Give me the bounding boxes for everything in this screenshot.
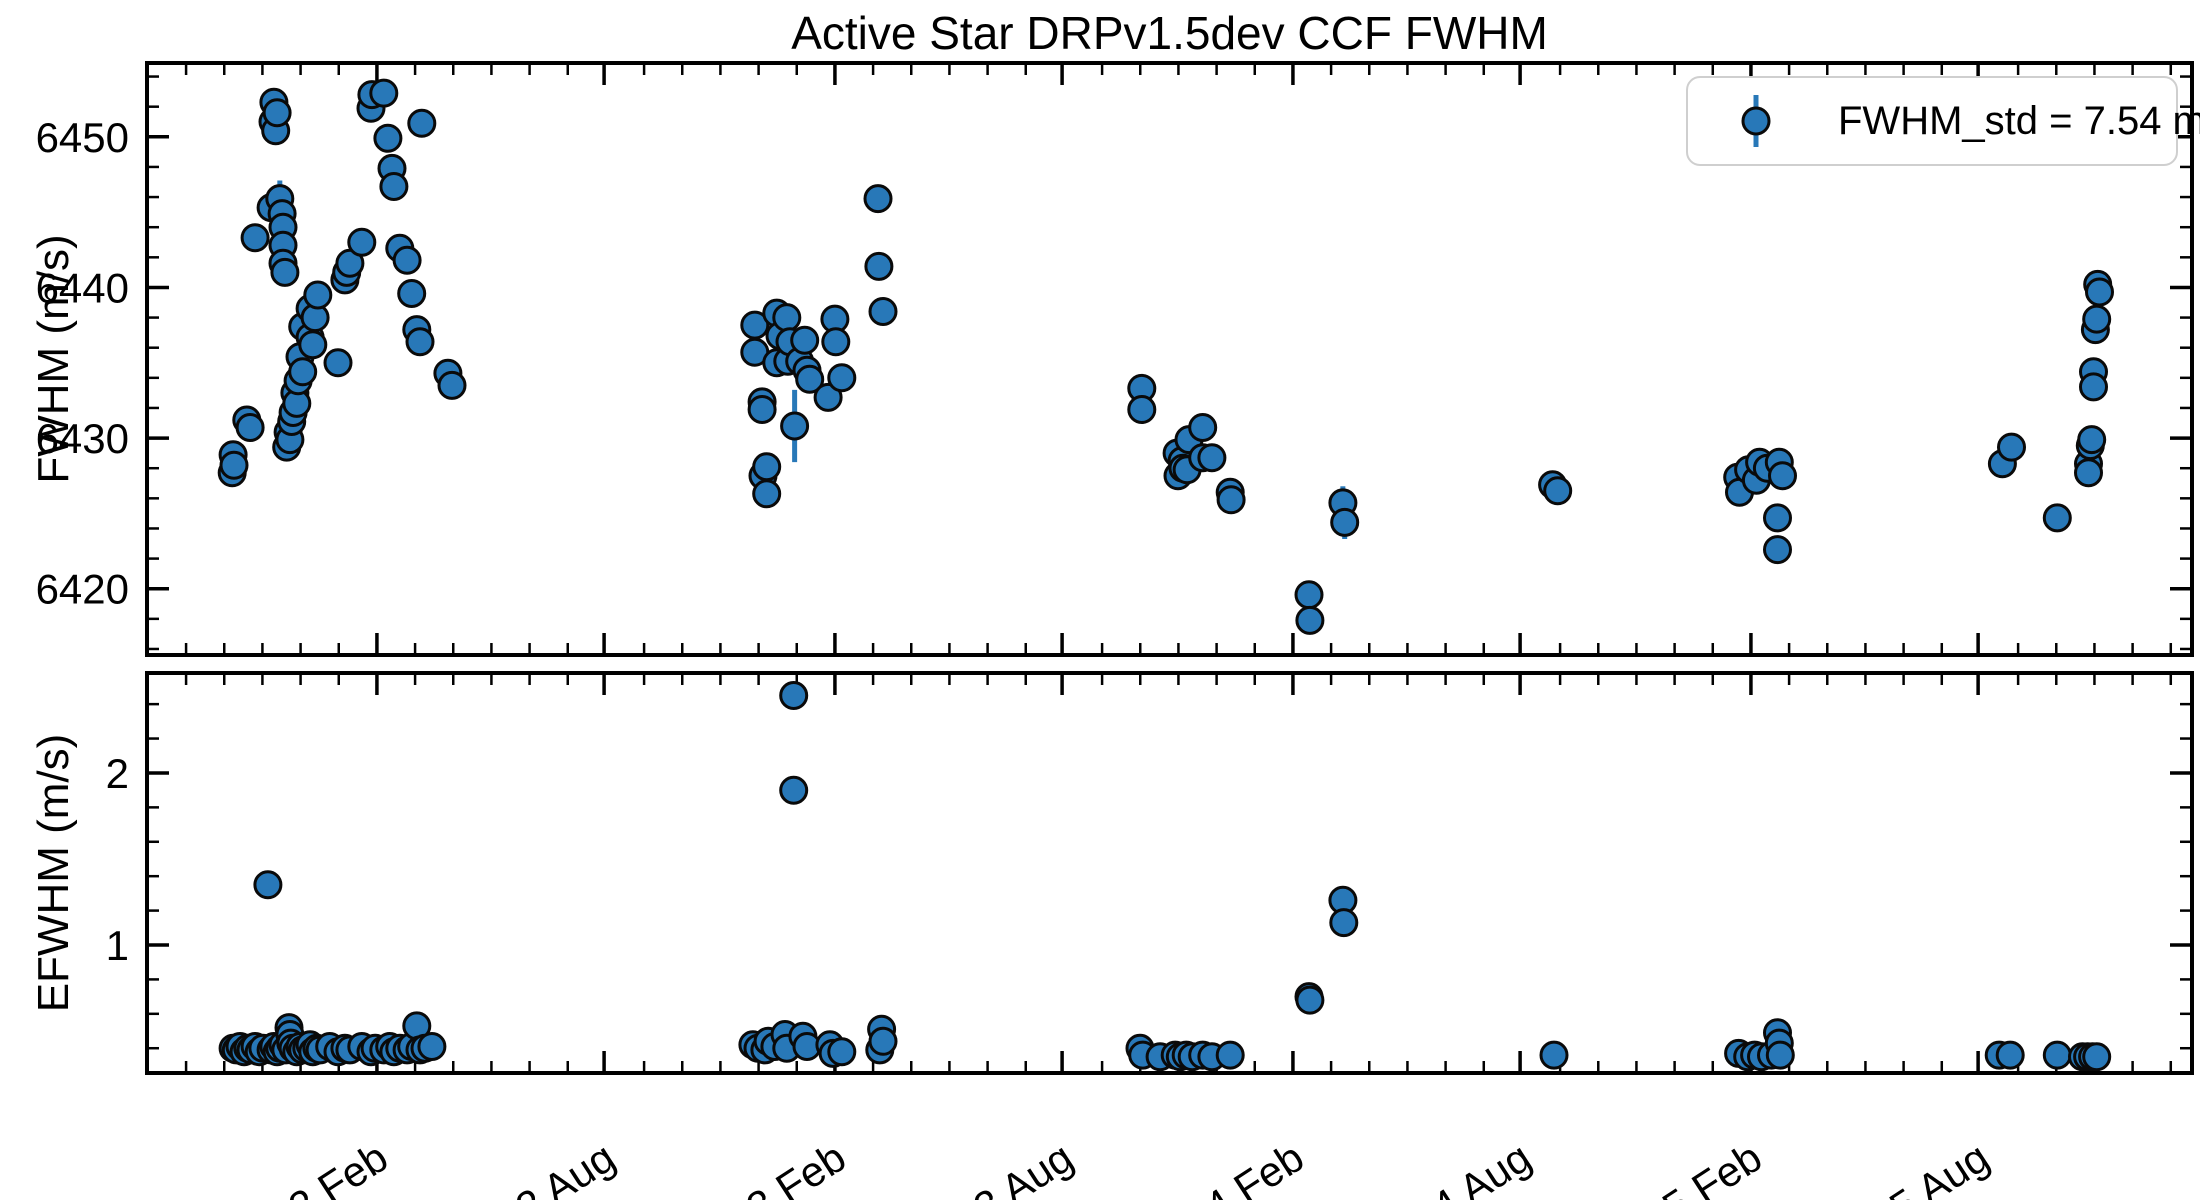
data-point (303, 280, 333, 310)
x-tick-label: 2024 Feb (1137, 1133, 1311, 1200)
data-point (407, 108, 437, 138)
data-point (1539, 1040, 1569, 1070)
data-point (1127, 395, 1157, 424)
fwhm-y-axis-label: FWHM (m/s) (29, 234, 78, 484)
efwhm-panel-y-tick-label: 2 (106, 750, 129, 797)
efwhm-panel-spines (145, 671, 2194, 1075)
data-point (240, 223, 270, 253)
x-tick-label: 2025 Feb (1595, 1133, 1769, 1200)
data-point (298, 330, 328, 360)
x-tick-label: 2022 Feb (221, 1133, 395, 1200)
data-point (747, 395, 777, 424)
fwhm-panel-y-tick-label: 6420 (36, 566, 129, 613)
data-point (779, 775, 809, 805)
data-point (373, 123, 403, 153)
data-point (752, 452, 782, 482)
data-point (1329, 908, 1359, 938)
data-point (262, 98, 292, 128)
x-tick-label: 2023 Feb (679, 1133, 853, 1200)
data-point (397, 279, 427, 308)
data-point (2082, 1042, 2112, 1072)
data-point (2077, 425, 2107, 455)
data-point (1197, 443, 1227, 473)
data-point (1295, 985, 1325, 1015)
data-point (1295, 605, 1325, 635)
data-point (1768, 461, 1797, 491)
legend-label: FWHM_std = 7.54 m/s (1838, 98, 2200, 143)
data-point (780, 411, 810, 441)
legend: FWHM_std = 7.54 m/s (1686, 76, 2200, 166)
data-point (347, 227, 377, 257)
data-point (795, 364, 825, 394)
data-point (253, 870, 283, 900)
efwhm-panel: 1 2 2022 Feb 2022 Aug 2023 Feb 2023 Aug 2024 F… (106, 671, 2194, 1200)
data-point (772, 303, 802, 333)
fwhm-panel-spines (145, 61, 2194, 657)
data-point (235, 413, 265, 442)
data-point (863, 184, 893, 214)
data-point (1997, 432, 2026, 462)
data-point (1215, 1040, 1245, 1070)
data-point (2042, 1040, 2072, 1070)
data-point (1294, 580, 1324, 610)
data-point (2082, 304, 2112, 334)
data-point (868, 1026, 898, 1056)
data-point (1995, 1040, 2025, 1070)
data-point (2074, 458, 2103, 488)
data-point (827, 363, 857, 393)
data-point (405, 327, 435, 357)
data-point (1188, 413, 1218, 442)
data-point (1763, 503, 1792, 533)
x-tick-label: 2024 Aug (1365, 1133, 1539, 1200)
data-point (369, 78, 399, 108)
data-point (1765, 1040, 1795, 1070)
data-point (2079, 372, 2108, 402)
data-point (1330, 507, 1360, 537)
data-point (379, 172, 409, 201)
data-point (1216, 485, 1246, 515)
data-point (2042, 503, 2072, 533)
data-point (864, 251, 894, 281)
data-point (323, 348, 353, 378)
data-point (868, 297, 898, 326)
fwhm-panel-y-tick-label: 6430 (36, 415, 129, 462)
data-point (288, 357, 318, 387)
data-point (392, 245, 422, 275)
fwhm-panel: 6420 6430 6440 6450 (36, 61, 2194, 657)
data-point (219, 450, 249, 480)
data-point (790, 325, 820, 355)
data-point (813, 382, 843, 412)
efwhm-y-axis-label: EFWHM (m/s) (29, 733, 78, 1013)
efwhm-panel-y-tick-label: 1 (106, 922, 129, 969)
data-point (752, 479, 782, 509)
x-tick-label: 2025 Aug (1823, 1133, 1997, 1200)
data-point (417, 1032, 447, 1061)
data-point (821, 327, 851, 357)
data-point (437, 370, 467, 400)
x-tick-label: 2022 Aug (449, 1133, 623, 1200)
data-point (827, 1037, 857, 1067)
data-point (270, 257, 300, 287)
fwhm-panel-y-tick-label: 6440 (36, 264, 129, 311)
fwhm-panel-y-tick-label: 6450 (36, 114, 129, 161)
data-point (1763, 535, 1792, 565)
x-tick-label: 2023 Aug (907, 1133, 1081, 1200)
errorbar-marker-icon (1741, 95, 1771, 147)
chart-title: Active Star DRPv1.5dev CCF FWHM (791, 7, 1548, 59)
data-point (2085, 277, 2114, 307)
data-point (1543, 476, 1573, 506)
data-point (779, 681, 809, 710)
